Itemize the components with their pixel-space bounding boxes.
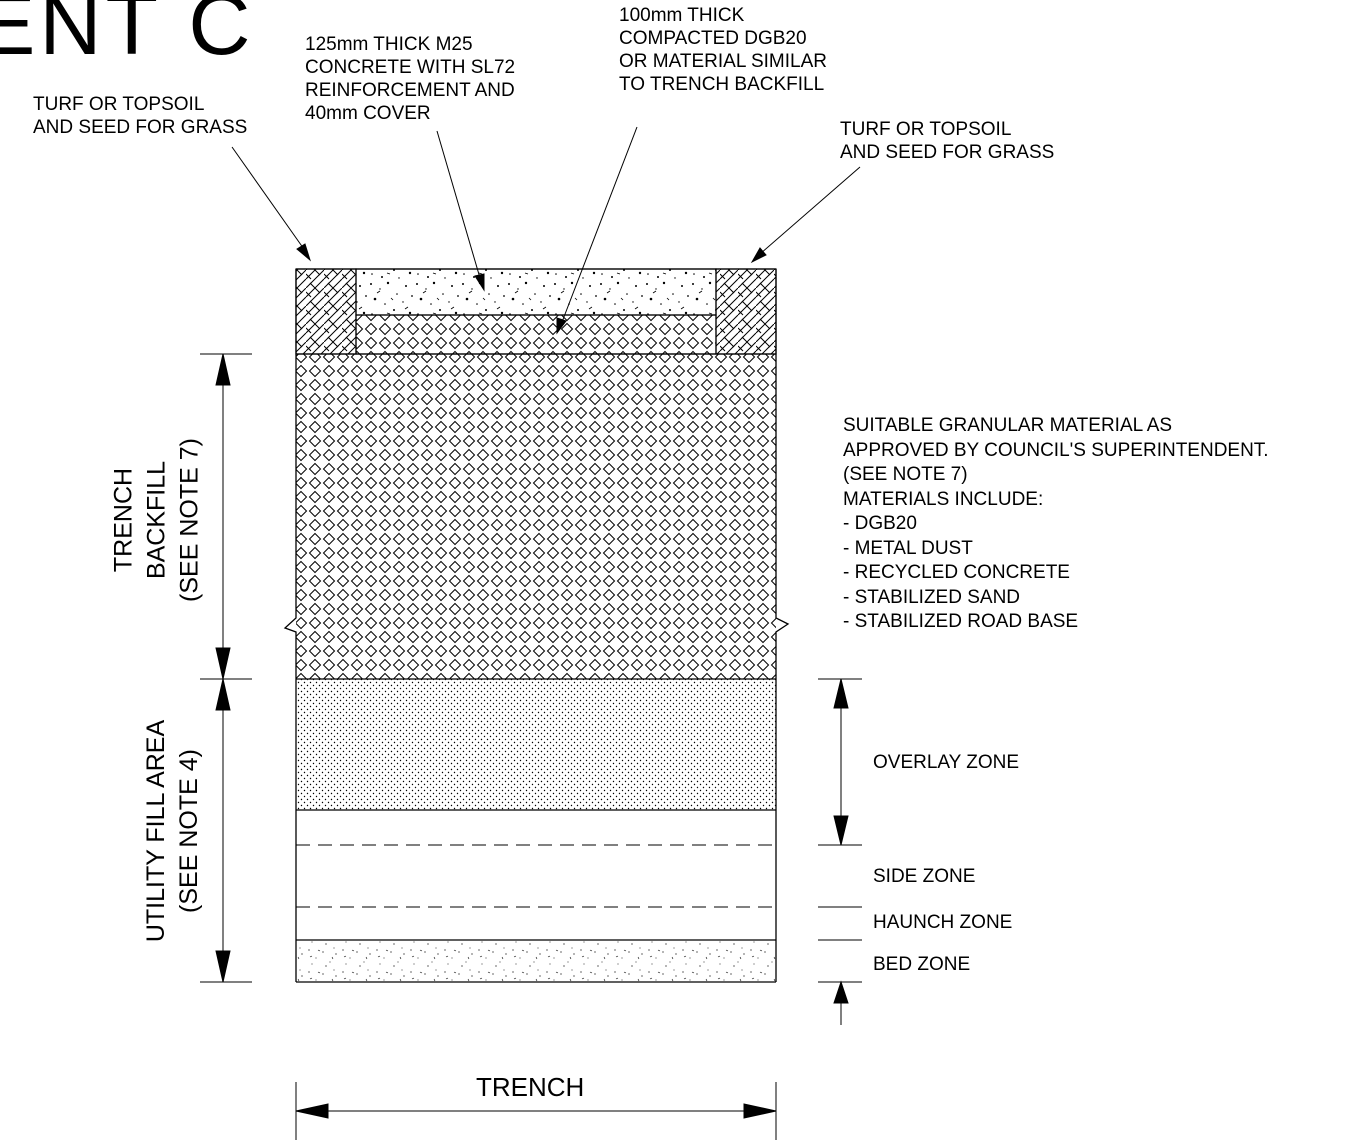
trench-backfill-label: TRENCH BACKFILL (SEE NOTE 7) [109, 438, 204, 602]
granular-material-note: SUITABLE GRANULAR MATERIAL AS APPROVED B… [843, 415, 1269, 632]
turf-left-hatch [295, 268, 357, 355]
zone-dividers [296, 844, 776, 908]
dgb20-label: 100mm THICK COMPACTED DGB20 OR MATERIAL … [619, 5, 827, 95]
haunch-zone-label: HAUNCH ZONE [873, 912, 1013, 933]
trench-outline [283, 268, 790, 983]
bed-zone-fill [296, 940, 776, 982]
turf-right-label: TURF OR TOPSOIL AND SEED FOR GRASS [840, 119, 1055, 163]
concrete-slab [355, 268, 717, 316]
turf-right-hatch [715, 268, 777, 355]
dgb20-layer [355, 314, 717, 355]
bed-zone-label: BED ZONE [873, 954, 971, 975]
side-zone-label: SIDE ZONE [873, 866, 976, 887]
concrete-label: 125mm THICK M25 CONCRETE WITH SL72 REINF… [305, 34, 516, 124]
left-dimension-lines [200, 353, 252, 983]
turf-left-label: TURF OR TOPSOIL AND SEED FOR GRASS [33, 94, 248, 138]
trench-width-label: TRENCH [476, 1072, 585, 1102]
trench-backfill-hatch [296, 354, 776, 679]
drawing-title-fragment: ENT C [0, 0, 255, 73]
leader-lines [231, 126, 861, 335]
right-dimension-lines [818, 678, 862, 1025]
trench-width-dimension [295, 1082, 777, 1140]
overlay-zone-fill [296, 679, 776, 810]
overlay-zone-label: OVERLAY ZONE [873, 752, 1020, 773]
utility-fill-label: UTILITY FILL AREA (SEE NOTE 4) [142, 719, 203, 943]
